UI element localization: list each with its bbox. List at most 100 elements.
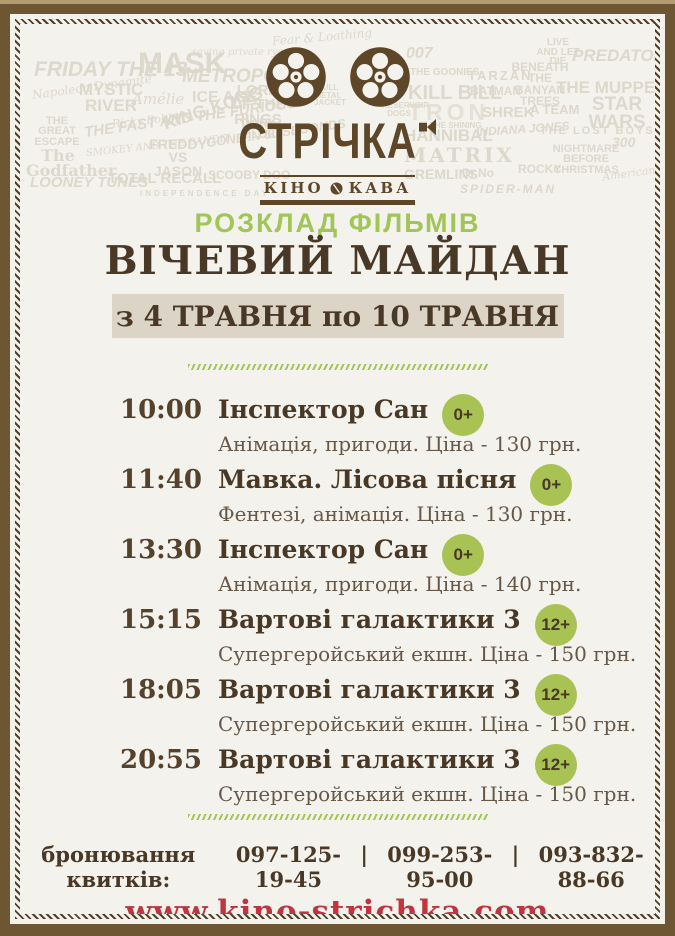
rope-border: FRIDAY THE 13 MASK saving private ryan METR… — [15, 19, 660, 919]
watermark-title: BENEATH THE BANYAN TREES — [511, 60, 569, 109]
watermark-title: MATRIX — [404, 143, 515, 167]
phone-number: 099-253-95-00 — [387, 842, 493, 892]
watermark-title: DARK BLUE — [241, 116, 277, 142]
watermark-title: PREDATOR — [572, 46, 655, 65]
schedule-row: 18:05 Вартові галактики 3 12+ Супергерой… — [120, 672, 655, 736]
showtime: 15:15 — [120, 605, 202, 635]
watermark-title: THE GOONIES — [410, 67, 480, 78]
logo-name: СТРІЧКА — [238, 114, 417, 169]
watermark-title: SHREK — [482, 104, 535, 121]
movie-title: Вартові галактики 3 — [218, 675, 521, 704]
logo-wordmark: СТРІЧКА — [238, 114, 437, 170]
schedule-row: 20:55 Вартові галактики 3 12+ Супергерой… — [120, 742, 655, 806]
watermark-title: 300 — [612, 134, 636, 150]
venue-title: ВІЧЕВИЙ МАЙДАН — [104, 238, 571, 284]
movie-info: Інспектор Сан 0+ Анімація, пригоди. Ціна… — [218, 532, 655, 596]
watermark-title: THE MUPPETS — [556, 78, 655, 97]
watermark-title: TARZAN — [468, 68, 533, 83]
age-rating-badge: 0+ — [442, 394, 485, 436]
projector-icon — [418, 119, 436, 136]
logo-kava: КАВА — [348, 179, 412, 197]
movie-title: Інспектор Сан — [218, 395, 429, 424]
watermark-title: saving private ryan — [192, 47, 290, 58]
movie-description: Супергеройський екшн. Ціна - 150 грн. — [218, 642, 637, 666]
film-reel-icon — [349, 47, 410, 107]
schedule-list: 10:00 Інспектор Сан 0+ Анімація, пригоди… — [120, 392, 655, 806]
watermark-title: 007 — [406, 45, 433, 62]
age-rating-badge: 12+ — [534, 744, 577, 786]
showtime: 13:30 — [120, 535, 202, 565]
movie-info: Вартові галактики 3 12+ Супергеройський … — [218, 742, 655, 806]
hatched-divider — [187, 814, 488, 820]
booking-label: бронювання квитків: — [41, 842, 196, 892]
watermark-title: STAR WARS — [588, 94, 646, 134]
phone-number: 097-125-19-45 — [235, 842, 342, 892]
age-rating-badge: 0+ — [530, 464, 573, 506]
watermark-title: FREDDY VS JASON — [149, 136, 207, 179]
movie-description: Супергеройський екшн. Ціна - 150 грн. — [218, 782, 637, 806]
logo-kino: КІНО — [263, 179, 324, 197]
watermark-title: INDEPENDENCE DAY — [140, 189, 270, 198]
movie-titles-watermark: FRIDAY THE 13 MASK saving private ryan METR… — [20, 24, 655, 205]
watermark-title: ROCKY — [518, 162, 562, 176]
movie-description: Анімація, пригоди. Ціна - 130 грн. — [218, 432, 582, 456]
watermark-title: LORD OF THE RINGS — [230, 82, 286, 128]
phone-separator: | — [360, 842, 368, 867]
schedule-heading: РОЗКЛАД ФІЛЬМІВ — [194, 208, 481, 238]
logo-subtitle: КІНО КАВА — [259, 175, 416, 205]
watermark-title: SCOOBY DOO — [208, 168, 291, 182]
schedule-row: 11:40 Мавка. Лісова пісня 0+ Фентезі, ан… — [120, 462, 655, 526]
age-rating-badge: 12+ — [534, 674, 577, 716]
movie-title: Вартові галактики 3 — [218, 745, 521, 774]
showtime: 10:00 — [120, 395, 202, 425]
watermark-title: THE GREAT ESCAPE — [34, 115, 80, 148]
watermark-title: MASK — [138, 47, 227, 80]
hatched-divider — [187, 364, 488, 370]
movie-description: Супергеройський екшн. Ціна - 150 грн. — [218, 712, 637, 736]
movie-info: Інспектор Сан 0+ Анімація, пригоди. Ціна… — [218, 392, 655, 456]
watermark-title: THE SHINING — [430, 121, 482, 130]
watermark-title: TRON — [408, 99, 490, 125]
watermark-title: THE LOST BOYS — [540, 125, 655, 137]
movie-info: Вартові галактики 3 12+ Супергеройський … — [218, 602, 655, 666]
movie-description: Фентезі, анімація. Ціна - 130 грн. — [218, 502, 573, 526]
poster-content: FRIDAY THE 13 MASK saving private ryan METR… — [20, 24, 655, 914]
watermark-title: FULL METAL JACKET — [314, 83, 347, 108]
watermark-title: KILL BILL — [408, 82, 503, 104]
age-rating-badge: 0+ — [442, 534, 485, 576]
phone-separator: | — [511, 842, 520, 867]
phone-number: 093-832-88-66 — [538, 842, 644, 892]
date-range-banner: з 4 ТРАВНЯ по 10 ТРАВНЯ — [111, 294, 564, 338]
watermark-title: FRIDAY THE 13 — [34, 58, 188, 81]
watermark-title: GREMLINS — [404, 166, 478, 182]
movie-title: Мавка. Лісова пісня — [218, 465, 517, 494]
showtime: 20:55 — [120, 745, 202, 775]
watermark-title: Fear & Loathing — [271, 25, 373, 49]
age-rating-badge: 12+ — [534, 604, 577, 646]
watermark-title: LOONEY TUNES — [30, 174, 149, 191]
movie-title: Вартові галактики 3 — [218, 605, 521, 634]
watermark-title: RESERVOIR DOGS — [382, 101, 429, 118]
watermark-title: LIVE AND LET DIE — [536, 37, 580, 67]
watermark-title: NIGHTMARE BEFORE CHRISTMAS — [552, 143, 620, 176]
film-reels — [265, 46, 411, 108]
showtime: 18:05 — [120, 675, 202, 705]
watermark-title: MYSTIC RIVER — [78, 80, 144, 116]
schedule-row: 10:00 Інспектор Сан 0+ Анімація, пригоди… — [120, 392, 655, 456]
watermark-title: Dr.No — [462, 166, 495, 180]
website-url: www.kino-strichka.com — [125, 894, 550, 914]
schedule-row: 15:15 Вартові галактики 3 12+ Супергерой… — [120, 602, 655, 666]
frame-gap: FRIDAY THE 13 MASK saving private ryan METR… — [10, 14, 665, 924]
film-reel-icon — [265, 47, 326, 107]
coffee-bean-icon — [330, 182, 343, 194]
movie-description: Анімація, пригоди. Ціна - 140 грн. — [218, 572, 582, 596]
movie-info: Вартові галактики 3 12+ Супергеройський … — [218, 672, 655, 736]
watermark-title: Amélie — [132, 90, 185, 108]
booking-phones: бронювання квитків: 097-125-19-45 | 099-… — [20, 842, 655, 892]
showtime: 11:40 — [120, 465, 202, 495]
movie-info: Мавка. Лісова пісня 0+ Фентезі, анімація… — [218, 462, 655, 526]
watermark-title: A TEAM — [530, 102, 580, 117]
schedule-row: 13:30 Інспектор Сан 0+ Анімація, пригоди… — [120, 532, 655, 596]
movie-title: Інспектор Сан — [218, 535, 429, 564]
